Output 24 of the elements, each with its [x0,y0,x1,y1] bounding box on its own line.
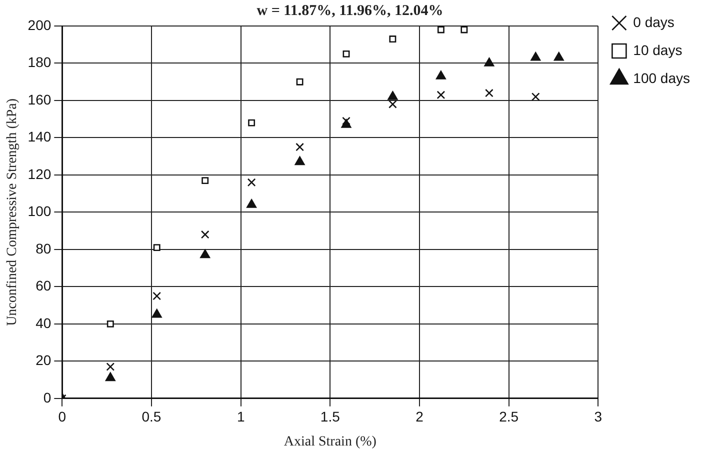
chart-title: w = 11.87%, 11.96%, 12.04% [256,2,444,19]
y-tick-label: 40 [36,314,52,331]
x-tick-label: 3 [594,408,602,425]
y-tick-label: 0 [43,389,52,406]
y-tick-label: 80 [36,240,52,256]
y-tick-label: 140 [28,128,52,145]
legend-label: 100 days [633,70,690,86]
y-tick-label: 180 [28,54,52,70]
x-axis-title: Axial Strain (%) [284,434,377,450]
legend-label: 0 days [633,14,674,30]
y-tick-label: 160 [28,91,52,108]
x-tick-label: 2 [416,408,424,425]
y-tick-label: 120 [28,166,52,182]
x-tick-label: 0 [58,408,66,425]
x-tick-label: 1 [236,408,245,425]
y-tick-label: 60 [36,278,52,294]
x-tick-label: 2.5 [499,408,519,425]
y-tick-label: 100 [28,203,52,220]
x-tick-label: 1.5 [320,408,340,425]
y-tick-label: 20 [36,352,52,368]
legend-label: 10 days [633,42,682,58]
y-tick-label: 200 [28,16,52,33]
x-tick-label: 0.5 [142,408,162,425]
y-axis-title: Unconfined Compressive Strength (kPa) [5,98,20,326]
